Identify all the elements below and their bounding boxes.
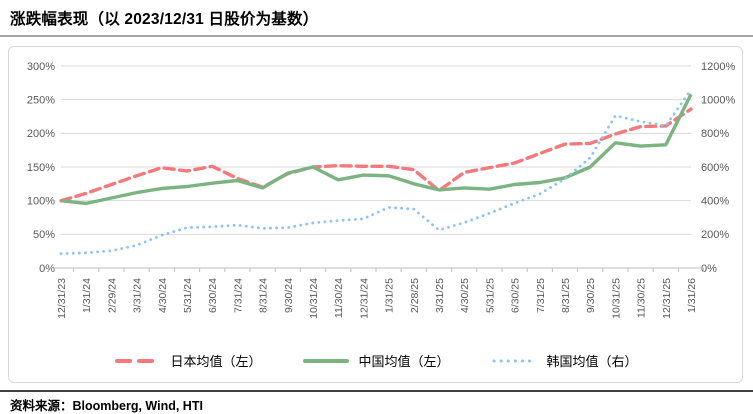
svg-text:5/31/24: 5/31/24 [182,278,194,313]
svg-text:300%: 300% [27,61,55,73]
svg-text:3/31/24: 3/31/24 [132,278,144,313]
title-divider [0,35,753,37]
svg-text:10/31/24: 10/31/24 [308,278,320,319]
svg-text:1000%: 1000% [701,94,735,106]
svg-text:2/28/25: 2/28/25 [409,278,421,313]
svg-text:6/30/24: 6/30/24 [207,278,219,313]
svg-text:6/30/25: 6/30/25 [510,278,522,313]
japan-series-line [59,107,693,203]
svg-text:800%: 800% [701,128,729,140]
right-axis-labels: 1200% 1000% 800% 600% 400% 200% 0% [701,61,735,275]
legend-item-japan: 日本均值（左） [115,351,261,370]
svg-text:1/31/26: 1/31/26 [686,278,698,313]
svg-text:5/31/25: 5/31/25 [484,278,496,313]
x-axis-ticks [47,268,705,272]
china-line-swatch [303,358,350,363]
chart-frame: 300% 250% 200% 150% 100% 50% 0% 1200% 1000% 800% 6… [8,46,743,383]
korea-series-line [59,88,693,256]
legend-item-korea: 韩国均值（右） [492,351,638,370]
svg-text:250%: 250% [27,94,55,106]
svg-text:2/29/24: 2/29/24 [106,278,118,313]
source-text: Bloomberg, Wind, HTI [72,399,203,413]
line-chart: 300% 250% 200% 150% 100% 50% 0% 1200% 1000% 800% 6… [27,61,736,319]
svg-text:200%: 200% [27,128,55,140]
svg-text:150%: 150% [27,162,55,174]
source-line: 资料来源：Bloomberg, Wind, HTI [10,395,203,414]
svg-text:600%: 600% [701,162,729,174]
svg-text:10/31/25: 10/31/25 [610,278,622,319]
svg-text:200%: 200% [701,229,729,241]
svg-text:7/31/25: 7/31/25 [535,278,547,313]
japan-line-swatch [115,358,162,363]
legend-label: 中国均值（左） [358,354,450,369]
source-label: 资料来源： [10,399,73,413]
svg-text:11/30/24: 11/30/24 [333,278,345,318]
svg-text:0%: 0% [39,263,55,275]
china-series-line [60,93,693,206]
svg-text:4/30/25: 4/30/25 [459,278,471,313]
svg-text:400%: 400% [701,195,729,207]
x-axis-labels: 12/31/23 1/31/24 2/29/24 3/31/24 4/30/24 5/31… [56,278,698,319]
svg-text:12/31/23: 12/31/23 [56,278,68,319]
legend-label: 日本均值（左） [170,354,262,369]
chart-legend: 日本均值（左） 中国均值（左） 韩国均值（右） [0,351,753,370]
svg-text:9/30/25: 9/30/25 [585,278,597,313]
svg-text:9/30/24: 9/30/24 [283,278,295,313]
legend-item-china: 中国均值（左） [303,351,450,370]
svg-text:50%: 50% [33,229,55,241]
svg-text:1/31/25: 1/31/25 [384,278,396,313]
svg-text:3/31/25: 3/31/25 [434,278,446,313]
svg-text:7/31/24: 7/31/24 [232,278,244,313]
svg-text:1200%: 1200% [701,61,735,73]
svg-text:4/30/24: 4/30/24 [157,278,169,313]
svg-text:1/31/24: 1/31/24 [81,278,93,313]
svg-text:8/31/25: 8/31/25 [560,278,572,313]
svg-text:8/31/24: 8/31/24 [258,278,270,313]
left-axis-labels: 300% 250% 200% 150% 100% 50% 0% [27,61,55,275]
svg-text:100%: 100% [27,195,55,207]
svg-text:11/30/25: 11/30/25 [636,278,648,318]
korea-line-swatch [492,359,537,362]
svg-text:12/31/25: 12/31/25 [661,278,673,319]
footer-divider [0,390,753,392]
svg-text:0%: 0% [701,263,717,275]
page-title: 涨跌幅表现（以 2023/12/31 日股价为基数） [10,11,319,28]
legend-label: 韩国均值（右） [546,354,638,369]
svg-text:12/31/24: 12/31/24 [358,278,370,319]
